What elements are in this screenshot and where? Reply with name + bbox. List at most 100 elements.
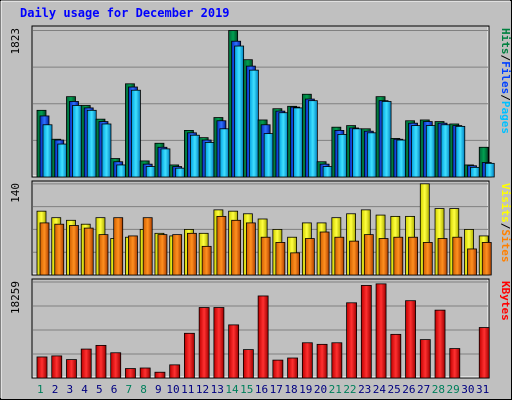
bar-sites-day-26 <box>408 236 418 276</box>
bar-sites-day-27 <box>422 242 433 276</box>
legend-item: Files <box>499 61 512 94</box>
bar-kbytes-day-15 <box>242 349 254 379</box>
pages-files-hits-panel: 1823 Hits/Files/Pages <box>9 25 512 178</box>
bar-pages-day-26 <box>411 125 421 178</box>
bar-pages-day-14 <box>234 45 245 178</box>
bar-sites-day-17 <box>275 242 286 276</box>
x-label-day-27: 27 <box>417 383 430 396</box>
x-label-day-11: 11 <box>181 383 194 396</box>
x-label-day-8: 8 <box>140 383 147 396</box>
bar-pages-day-12 <box>204 142 215 178</box>
bar-sites-day-19 <box>304 238 315 276</box>
x-label-day-9: 9 <box>155 383 162 396</box>
x-label-day-12: 12 <box>196 383 209 396</box>
x-label-day-14: 14 <box>225 383 239 396</box>
bar-pages-day-28 <box>440 124 451 178</box>
bar-sites-day-9 <box>157 234 168 276</box>
bar-sites-day-21 <box>334 236 345 276</box>
bar-sites-day-15 <box>245 222 256 276</box>
legend-item: / <box>499 94 512 101</box>
x-label-day-31: 31 <box>476 383 489 396</box>
bar-sites-day-2 <box>54 223 65 276</box>
bar-kbytes-day-18 <box>287 357 299 379</box>
y-axis-max-label: 18259 <box>9 281 22 314</box>
bar-kbytes-day-2 <box>51 355 63 379</box>
x-label-day-18: 18 <box>284 383 297 396</box>
bar-pages-day-1 <box>42 124 53 178</box>
legend-item: / <box>499 55 512 62</box>
sites-visits-legend: Visits/Sites <box>499 183 512 263</box>
bar-kbytes-day-29 <box>449 348 461 379</box>
bar-pages-day-2 <box>57 143 68 178</box>
bar-pages-day-16 <box>263 133 274 178</box>
bar-pages-day-6 <box>116 164 127 178</box>
x-label-day-16: 16 <box>255 383 268 396</box>
x-label-day-10: 10 <box>166 383 179 396</box>
kbytes-legend: KBytes <box>499 281 512 321</box>
x-label-day-5: 5 <box>96 383 103 396</box>
bar-kbytes-day-14 <box>228 324 240 379</box>
bar-kbytes-day-10 <box>169 364 181 379</box>
bar-pages-day-17 <box>278 112 289 178</box>
legend-item: Pages <box>499 101 512 134</box>
bar-pages-day-19 <box>307 100 318 178</box>
x-label-day-4: 4 <box>81 383 88 396</box>
x-label-day-7: 7 <box>126 383 133 396</box>
x-label-day-21: 21 <box>329 383 342 396</box>
bar-pages-day-3 <box>72 105 82 178</box>
bar-sites-day-7 <box>128 235 138 276</box>
bar-kbytes-day-25 <box>390 333 402 379</box>
bar-pages-day-29 <box>455 125 466 178</box>
bar-pages-day-23 <box>366 132 377 178</box>
bar-pages-day-24 <box>381 101 392 178</box>
bar-sites-day-18 <box>290 252 301 276</box>
bar-kbytes-day-27 <box>419 339 431 379</box>
bar-kbytes-day-12 <box>198 307 210 379</box>
bar-sites-day-13 <box>216 215 227 276</box>
bar-sites-day-11 <box>187 232 197 276</box>
bar-kbytes-day-17 <box>272 359 284 379</box>
x-label-day-19: 19 <box>299 383 312 396</box>
bar-kbytes-day-20 <box>316 343 328 379</box>
x-label-day-13: 13 <box>211 383 224 396</box>
bar-pages-day-18 <box>293 107 304 178</box>
bar-kbytes-day-8 <box>139 367 151 379</box>
bar-sites-day-5 <box>98 234 109 276</box>
bar-kbytes-day-19 <box>301 342 313 379</box>
bar-kbytes-day-24 <box>375 283 387 379</box>
bar-sites-day-8 <box>142 217 153 276</box>
bar-sites-day-1 <box>39 222 50 276</box>
legend-item: KBytes <box>499 281 512 321</box>
bar-pages-day-13 <box>219 128 230 178</box>
bar-sites-day-16 <box>260 236 271 276</box>
legend-item: Sites <box>499 229 512 262</box>
bar-kbytes-day-9 <box>154 371 166 379</box>
bar-kbytes-day-22 <box>346 302 357 379</box>
bar-kbytes-day-23 <box>360 285 372 379</box>
sites-visits-panel: 140 Visits/Sites <box>9 180 512 276</box>
x-label-day-29: 29 <box>447 383 460 396</box>
x-label-day-20: 20 <box>314 383 327 396</box>
bar-pages-day-10 <box>175 167 186 178</box>
x-axis-labels: 1 2 3 4 5 6 7 8 9 10 11 12 13 14 15 16 17 18 19 20 21 22 23 24 2… <box>37 383 489 396</box>
bar-kbytes-day-4 <box>80 348 92 379</box>
bar-sites-day-25 <box>393 236 404 276</box>
bar-kbytes-day-13 <box>213 307 225 379</box>
bar-sites-day-14 <box>231 219 242 276</box>
bar-pages-day-21 <box>337 134 348 178</box>
bar-pages-day-11 <box>190 134 200 178</box>
bar-pages-day-4 <box>86 109 97 178</box>
y-axis-max-label: 140 <box>9 183 22 203</box>
x-label-day-24: 24 <box>373 383 387 396</box>
bar-kbytes-day-26 <box>405 300 416 379</box>
bar-pages-day-25 <box>396 139 407 178</box>
bar-pages-day-22 <box>352 128 362 178</box>
bar-kbytes-day-28 <box>434 309 446 379</box>
bar-kbytes-day-1 <box>36 356 48 379</box>
kbytes-panel: 18259 KBytes <box>9 278 512 379</box>
bar-sites-day-12 <box>201 245 212 276</box>
bar-sites-day-6 <box>113 217 124 276</box>
bar-pages-day-9 <box>160 148 171 178</box>
